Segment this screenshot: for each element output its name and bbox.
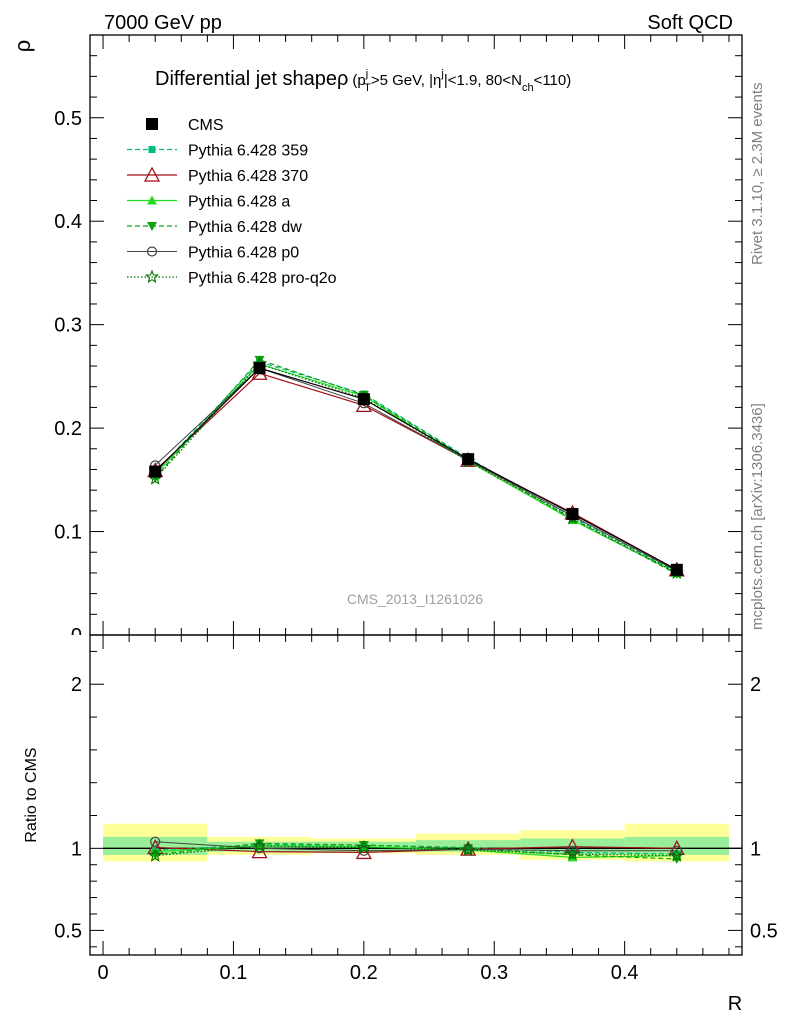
legend-label: Pythia 6.428 370 bbox=[188, 168, 308, 185]
ratio-line-proq2o bbox=[155, 845, 677, 857]
legend-label: Pythia 6.428 pro-q2o bbox=[188, 270, 337, 287]
top-line-p359 bbox=[154, 361, 678, 573]
y-tick-label: 0.5 bbox=[54, 108, 82, 130]
legend-marker bbox=[148, 146, 156, 153]
legend-marker bbox=[146, 118, 158, 130]
legend-item-cms: CMS bbox=[146, 117, 224, 134]
legend: CMS Pythia 6.428 359 Pythia 6.428 370 Pythi… bbox=[127, 117, 337, 287]
top-series-p359 bbox=[151, 358, 681, 576]
analysis-watermark: CMS_2013_I1261026 bbox=[347, 591, 483, 607]
y-axis-label-ratio: Ratio to CMS bbox=[23, 747, 40, 842]
legend-marker bbox=[144, 269, 160, 284]
ratio-point-p0 bbox=[358, 845, 369, 856]
header-energy-label: 7000 GeV pp bbox=[104, 12, 222, 34]
x-tick-label: 0.3 bbox=[480, 962, 508, 984]
legend-item-p370: Pythia 6.428 370 bbox=[127, 166, 308, 185]
title-main: Differential jet shapeρ bbox=[155, 68, 348, 90]
ratio-point-dw bbox=[358, 841, 369, 851]
ratio-point-p0 bbox=[567, 845, 578, 856]
legend-item-dw: Pythia 6.428 dw bbox=[127, 219, 302, 236]
ratio-tick-label-right: 2 bbox=[750, 674, 761, 696]
x-tick-label: 0.2 bbox=[350, 962, 378, 984]
legend-marker bbox=[147, 222, 157, 231]
ratio-point-p0 bbox=[254, 843, 265, 854]
top-line-p370 bbox=[154, 372, 678, 571]
legend-label: Pythia 6.428 359 bbox=[188, 143, 308, 160]
top-line-p0 bbox=[154, 367, 678, 572]
legend-label: CMS bbox=[188, 117, 224, 134]
legend-marker bbox=[146, 246, 158, 257]
ratio-line-dw bbox=[155, 842, 677, 860]
ratio-line-p0 bbox=[155, 841, 677, 852]
ratio-point-proq2o bbox=[461, 842, 476, 857]
ratio-tick-label-right: 0.5 bbox=[750, 920, 778, 942]
ratio-series-proq2o bbox=[148, 838, 684, 862]
legend-label: Pythia 6.428 dw bbox=[188, 219, 302, 236]
top-point-cms bbox=[670, 563, 683, 576]
top-line-a bbox=[154, 363, 678, 574]
x-axis-label: R bbox=[728, 993, 742, 1015]
ratio-point-proq2o bbox=[252, 838, 267, 852]
top-point-cms bbox=[253, 362, 266, 375]
ratio-point-proq2o bbox=[565, 846, 580, 861]
ratio-tick-label-left: 1 bbox=[71, 838, 82, 860]
bottom-series-group bbox=[147, 836, 685, 864]
top-point-cms bbox=[566, 507, 579, 520]
x-tick-label: 0.4 bbox=[611, 962, 639, 984]
legend-marker bbox=[143, 166, 161, 182]
ratio-point-p0 bbox=[150, 836, 161, 847]
y-tick-label: 0.4 bbox=[54, 211, 82, 233]
header-process-label: Soft QCD bbox=[647, 12, 733, 34]
y-tick-label-zero: 0 bbox=[71, 625, 82, 647]
bottom-frame bbox=[89, 634, 743, 956]
x-tick-label: 0.1 bbox=[220, 962, 248, 984]
y-axis-label-top: ρ bbox=[10, 40, 35, 53]
top-line-proq2o bbox=[154, 363, 678, 574]
ratio-line-p370 bbox=[155, 846, 677, 854]
top-line-dw bbox=[154, 359, 678, 575]
top-series-cms bbox=[149, 362, 683, 576]
top-point-cms bbox=[357, 393, 370, 406]
y-tick-label: 0.2 bbox=[54, 418, 82, 440]
legend-label: Pythia 6.428 p0 bbox=[188, 245, 299, 262]
ratio-point-dw bbox=[150, 850, 161, 860]
top-line-cms bbox=[154, 367, 678, 571]
top-series-group bbox=[147, 355, 685, 580]
bottom-panel: 0.5 0.5 1 1 2 2 0 0.1 0.2 0.3 0.4 bbox=[54, 634, 778, 984]
top-series-proq2o bbox=[148, 356, 684, 580]
ratio-point-proq2o bbox=[148, 848, 163, 862]
ratio-point-proq2o bbox=[669, 848, 684, 862]
svg-text:Differential jet shapeρ(pjT>5: Differential jet shapeρ (pj T>5 GeV, |ηj|<… bbox=[155, 68, 571, 94]
x-tick-label: 0 bbox=[97, 962, 108, 984]
legend-item-proq2o: Pythia 6.428 pro-q2o bbox=[127, 269, 337, 287]
ratio-point-p370 bbox=[460, 840, 477, 856]
legend-item-a: Pythia 6.428 a bbox=[127, 194, 290, 211]
legend-label: Pythia 6.428 a bbox=[188, 194, 290, 211]
legend-item-p0: Pythia 6.428 p0 bbox=[127, 245, 299, 262]
top-series-dw bbox=[150, 355, 682, 579]
top-point-cms bbox=[149, 465, 162, 478]
ratio-tick-label-left: 2 bbox=[71, 674, 82, 696]
ratio-tick-label-left: 0.5 bbox=[54, 920, 82, 942]
plot-title: Differential jet shapeρ (pj T>5 GeV, |ηj|<… bbox=[155, 68, 571, 94]
y-tick-label: 0.1 bbox=[54, 522, 82, 544]
ratio-tick-label-right: 1 bbox=[750, 838, 761, 860]
legend-item-p359: Pythia 6.428 359 bbox=[127, 143, 308, 160]
legend-marker bbox=[147, 195, 157, 205]
y-tick-label: 0.3 bbox=[54, 315, 82, 337]
ratio-line-p359 bbox=[155, 844, 677, 855]
rivet-version-label: Rivet 3.1.10, ≥ 2.3M events bbox=[749, 83, 766, 266]
top-point-dw bbox=[254, 355, 265, 365]
top-series-a bbox=[150, 358, 682, 577]
mcplots-credit-label: mcplots.cern.ch [arXiv:1306.3436] bbox=[749, 403, 766, 630]
ratio-point-proq2o bbox=[356, 840, 371, 854]
top-point-cms bbox=[462, 453, 475, 466]
